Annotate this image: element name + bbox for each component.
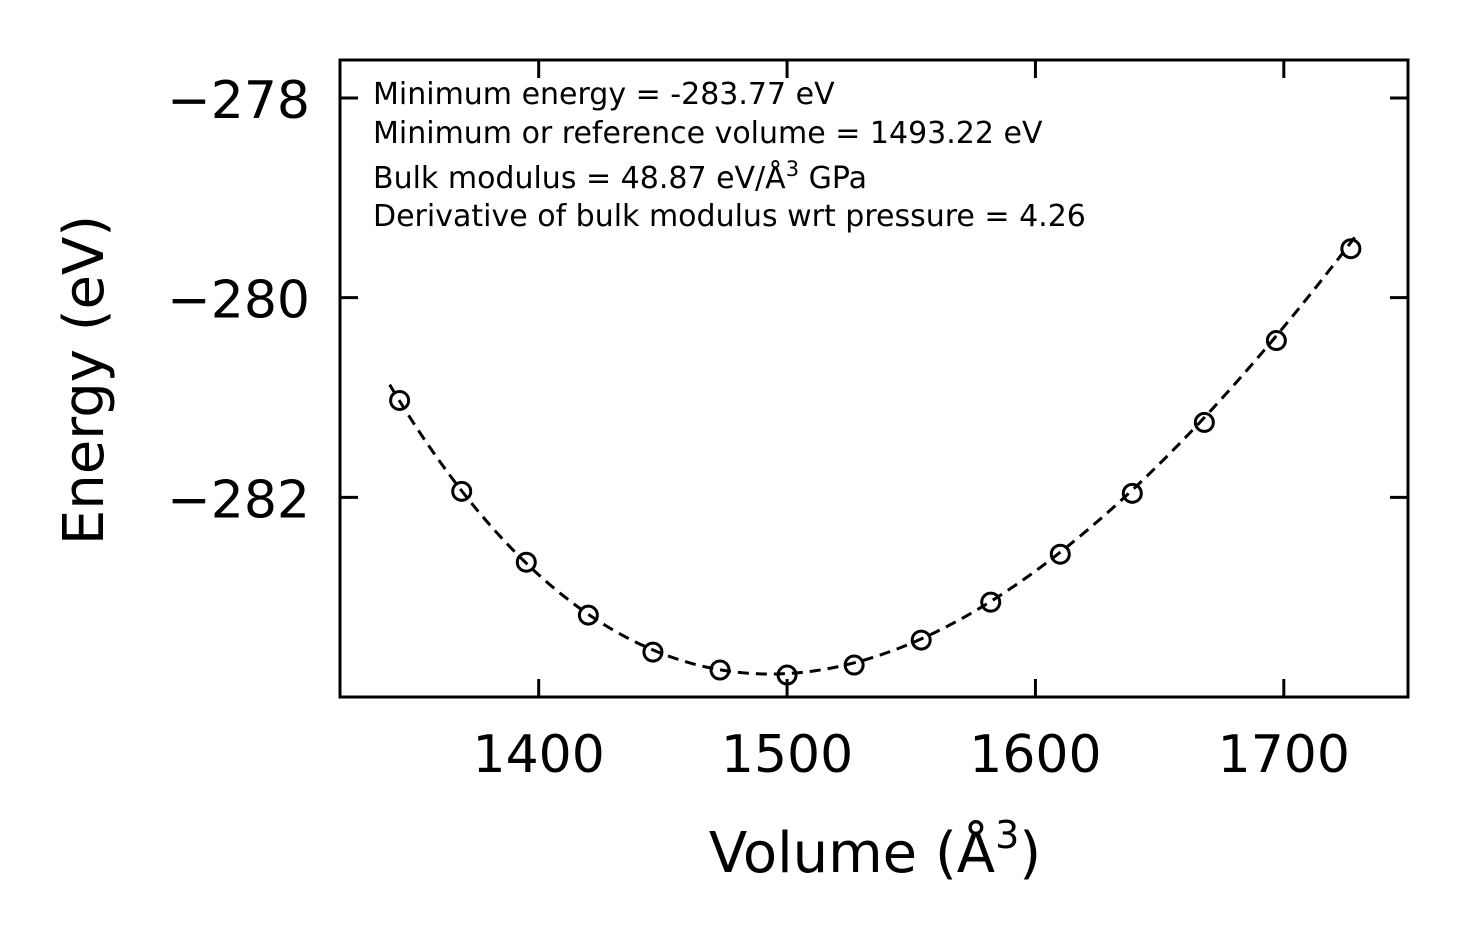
data-point xyxy=(577,604,599,626)
data-point xyxy=(1193,411,1215,433)
data-point xyxy=(515,551,537,573)
x-tick-label: 1600 xyxy=(969,725,1101,785)
x-tick-label: 1500 xyxy=(721,725,853,785)
x-tick-label: 1700 xyxy=(1218,725,1350,785)
data-point xyxy=(1121,482,1143,504)
data-point xyxy=(980,591,1002,613)
data-points xyxy=(389,238,1362,686)
annotation-ref-volume: Minimum or reference volume = 1493.22 eV xyxy=(373,116,1043,151)
annotation-box: Minimum energy = -283.77 eV Minimum or r… xyxy=(373,77,1086,234)
data-point xyxy=(642,641,664,663)
x-axis-label: Volume (Å3) xyxy=(709,813,1041,886)
y-tick-label: −282 xyxy=(167,470,310,530)
y-axis-label: Energy (eV) xyxy=(52,215,117,545)
data-point xyxy=(843,654,865,676)
annotation-bulk-modulus: Bulk modulus = 48.87 eV/Å3 GPa xyxy=(373,157,867,196)
data-point xyxy=(910,629,932,651)
data-point xyxy=(451,480,473,502)
annotation-bulk-modulus-derivative: Derivative of bulk modulus wrt pressure … xyxy=(373,199,1086,234)
x-tick-label: 1400 xyxy=(473,725,605,785)
y-tick-label: −278 xyxy=(167,71,310,131)
data-point xyxy=(776,664,798,686)
annotation-min-energy: Minimum energy = -283.77 eV xyxy=(373,77,835,112)
data-point xyxy=(389,389,411,411)
fit-curve xyxy=(388,231,1360,676)
plot-frame xyxy=(338,58,1410,699)
data-point xyxy=(1340,238,1362,260)
data-point xyxy=(709,659,731,681)
y-axis-ticks: −278 −280 −282 xyxy=(167,71,1408,530)
y-tick-label: −280 xyxy=(167,271,310,331)
data-point xyxy=(1265,330,1287,352)
data-point xyxy=(1049,543,1071,565)
x-axis-ticks: 1400 1500 1600 1700 xyxy=(473,60,1350,785)
